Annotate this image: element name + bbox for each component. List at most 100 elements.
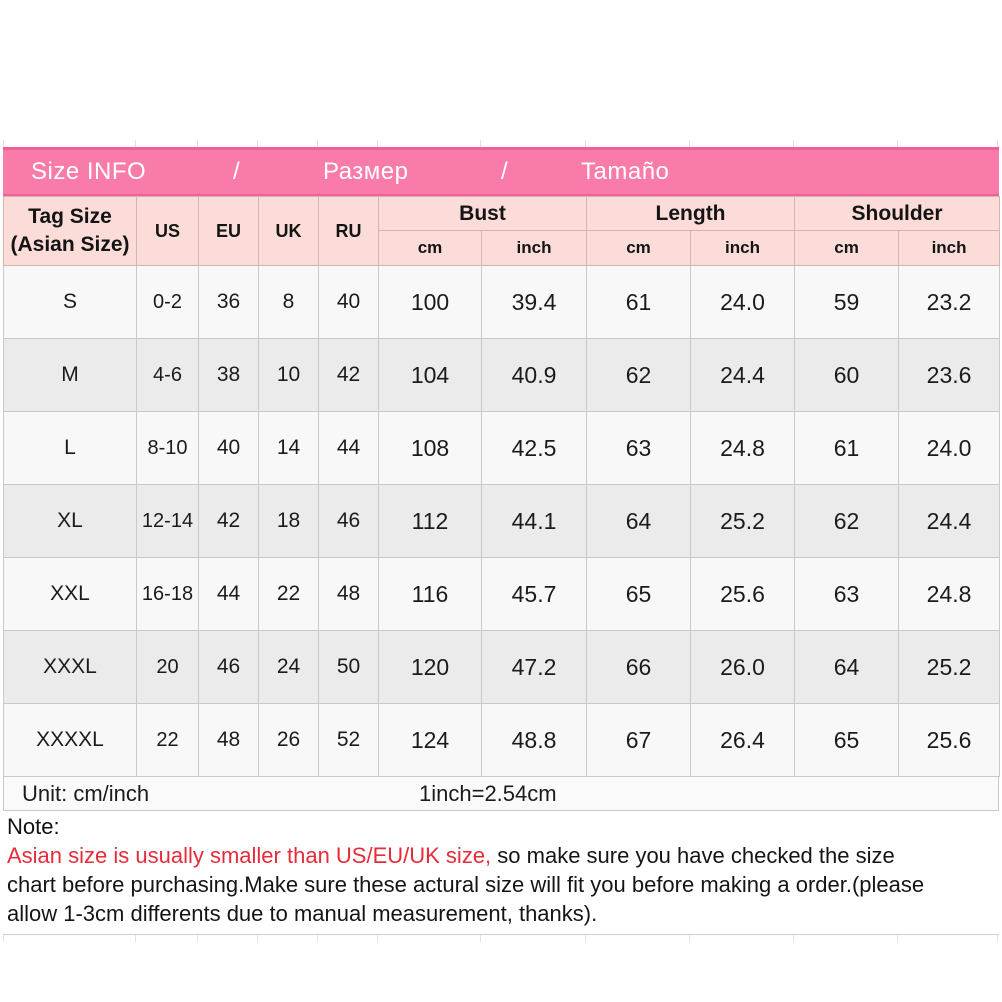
cell-length-inch: 24.4 <box>690 338 796 412</box>
cell-length-inch: 25.6 <box>690 557 796 631</box>
size-row-xxl: XXL 16-18 44 22 48 116 45.7 65 25.6 63 2… <box>3 557 1001 631</box>
cell-uk: 18 <box>258 484 319 558</box>
cell-bust-cm: 116 <box>378 557 482 631</box>
cell-length-cm: 64 <box>586 484 692 558</box>
cell-uk: 22 <box>258 557 319 631</box>
cell-shoulder-cm: 64 <box>794 630 900 704</box>
cell-shoulder-cm: 62 <box>794 484 900 558</box>
header-shoulder: Shoulder <box>794 196 1001 231</box>
cell-bust-inch: 39.4 <box>480 265 588 339</box>
cell-shoulder-cm: 59 <box>794 265 900 339</box>
cell-shoulder-cm: 63 <box>794 557 900 631</box>
cell-bust-inch: 44.1 <box>480 484 588 558</box>
cell-length-cm: 65 <box>586 557 692 631</box>
cell-shoulder-inch: 25.6 <box>898 703 1001 777</box>
header-shoulder-inch: inch <box>898 230 1001 266</box>
header-shoulder-cm: cm <box>794 230 900 266</box>
cell-eu: 36 <box>198 265 259 339</box>
size-row-xl: XL 12-14 42 18 46 112 44.1 64 25.2 62 24… <box>3 484 1001 558</box>
cell-ru: 52 <box>318 703 379 777</box>
cell-shoulder-cm: 65 <box>794 703 900 777</box>
banner-separator: / <box>501 158 509 185</box>
cell-tag: XXXL <box>3 630 137 704</box>
cell-ru: 48 <box>318 557 379 631</box>
note-body: Asian size is usually smaller than US/EU… <box>7 841 994 928</box>
size-row-m: M 4-6 38 10 42 104 40.9 62 24.4 60 23.6 <box>3 338 1001 412</box>
cell-shoulder-inch: 24.4 <box>898 484 1001 558</box>
banner-title-es: Tamaño <box>581 158 670 185</box>
unit-label: Unit: cm/inch <box>22 781 150 806</box>
cell-length-cm: 61 <box>586 265 692 339</box>
cell-us: 4-6 <box>136 338 199 412</box>
size-table-header: Tag Size (Asian Size) US EU UK RU Bust L… <box>3 196 1001 266</box>
header-length-inch: inch <box>690 230 796 266</box>
cell-bust-cm: 112 <box>378 484 482 558</box>
cell-length-inch: 26.4 <box>690 703 796 777</box>
cell-length-cm: 67 <box>586 703 692 777</box>
note-section: Note: Asian size is usually smaller than… <box>3 811 999 935</box>
cell-uk: 8 <box>258 265 319 339</box>
banner-title-ru: Размер <box>323 158 409 185</box>
cell-ru: 40 <box>318 265 379 339</box>
size-row-xxxl: XXXL 20 46 24 50 120 47.2 66 26.0 64 25.… <box>3 630 1001 704</box>
header-bust: Bust <box>377 196 588 231</box>
size-row-l: L 8-10 40 14 44 108 42.5 63 24.8 61 24.0 <box>3 411 1001 485</box>
cell-eu: 46 <box>198 630 259 704</box>
header-length-cm: cm <box>586 230 692 266</box>
header-bust-cm: cm <box>378 230 482 266</box>
header-bust-inch: inch <box>480 230 588 266</box>
header-ru: RU <box>318 196 379 266</box>
cell-eu: 44 <box>198 557 259 631</box>
cell-us: 22 <box>136 703 199 777</box>
cell-length-cm: 62 <box>586 338 692 412</box>
cell-length-cm: 63 <box>586 411 692 485</box>
header-length: Length <box>586 196 796 231</box>
cell-shoulder-inch: 25.2 <box>898 630 1001 704</box>
size-table: Tag Size (Asian Size) US EU UK RU Bust L… <box>3 196 1001 777</box>
header-us: US <box>136 196 199 266</box>
conversion-label: 1inch=2.54cm <box>419 781 557 806</box>
cell-ru: 42 <box>318 338 379 412</box>
cell-ru: 44 <box>318 411 379 485</box>
cell-bust-cm: 120 <box>378 630 482 704</box>
cell-uk: 26 <box>258 703 319 777</box>
cell-tag: M <box>3 338 137 412</box>
header-tag-size: Tag Size (Asian Size) <box>3 196 137 266</box>
cell-eu: 40 <box>198 411 259 485</box>
cell-bust-inch: 42.5 <box>480 411 588 485</box>
cell-length-inch: 25.2 <box>690 484 796 558</box>
cell-tag: XXL <box>3 557 137 631</box>
cell-bust-cm: 104 <box>378 338 482 412</box>
cell-us: 8-10 <box>136 411 199 485</box>
cell-bust-cm: 100 <box>378 265 482 339</box>
cell-us: 12-14 <box>136 484 199 558</box>
cell-bust-cm: 108 <box>378 411 482 485</box>
cell-shoulder-cm: 60 <box>794 338 900 412</box>
cell-us: 0-2 <box>136 265 199 339</box>
bottom-grid-stubs <box>3 935 999 942</box>
note-red-text: Asian size is usually smaller than US/EU… <box>7 843 492 868</box>
banner-separator: / <box>233 158 241 185</box>
header-eu: EU <box>198 196 259 266</box>
cell-tag: XL <box>3 484 137 558</box>
top-grid-stubs <box>3 140 999 147</box>
header-tag-size-line2: (Asian Size) <box>10 233 130 256</box>
banner-title-en: Size INFO <box>31 158 147 185</box>
cell-tag: XXXXL <box>3 703 137 777</box>
cell-bust-inch: 40.9 <box>480 338 588 412</box>
note-line1-rest: so make sure you have checked the size <box>491 843 895 868</box>
cell-tag: S <box>3 265 137 339</box>
header-uk: UK <box>258 196 319 266</box>
cell-bust-cm: 124 <box>378 703 482 777</box>
size-info-banner: Size INFO / Размер / Tamaño <box>3 147 999 196</box>
unit-row: Unit: cm/inch 1inch=2.54cm <box>3 777 999 811</box>
cell-bust-inch: 48.8 <box>480 703 588 777</box>
cell-length-inch: 24.0 <box>690 265 796 339</box>
size-chart: Size INFO / Размер / Tamaño Tag Size (As… <box>3 140 1001 942</box>
cell-shoulder-cm: 61 <box>794 411 900 485</box>
cell-shoulder-inch: 23.6 <box>898 338 1001 412</box>
cell-ru: 46 <box>318 484 379 558</box>
cell-eu: 38 <box>198 338 259 412</box>
cell-length-inch: 24.8 <box>690 411 796 485</box>
cell-eu: 42 <box>198 484 259 558</box>
